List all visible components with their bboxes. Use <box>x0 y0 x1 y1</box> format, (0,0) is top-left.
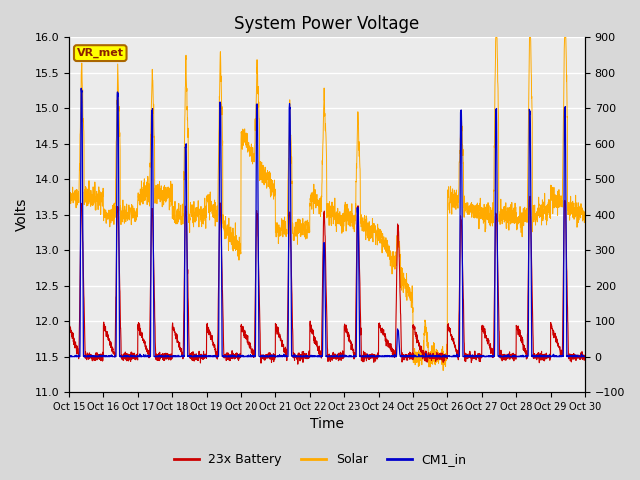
Legend: 23x Battery, Solar, CM1_in: 23x Battery, Solar, CM1_in <box>168 448 472 471</box>
Y-axis label: Volts: Volts <box>15 198 29 231</box>
Title: System Power Voltage: System Power Voltage <box>234 15 420 33</box>
X-axis label: Time: Time <box>310 418 344 432</box>
Text: VR_met: VR_met <box>77 48 124 58</box>
